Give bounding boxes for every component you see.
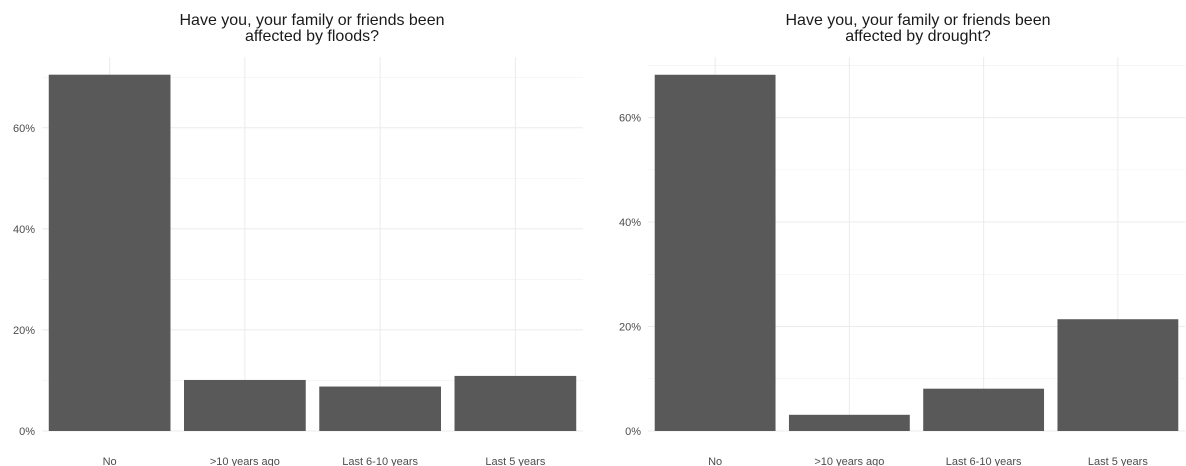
y-tick-label: 60% bbox=[13, 123, 35, 135]
bar-last-5-years bbox=[454, 375, 577, 431]
chart-title-line: affected by drought? bbox=[845, 28, 991, 45]
x-tick-label: No bbox=[708, 456, 722, 466]
drought-chart-panel: Have you, your family or friends beenaff… bbox=[619, 12, 1185, 466]
x-tick-label: No bbox=[103, 456, 117, 466]
x-tick-label: Last 6-10 years bbox=[342, 456, 418, 466]
y-tick-label: 60% bbox=[619, 113, 641, 125]
bar-last-6-10-years bbox=[319, 386, 441, 431]
x-tick-label: Last 5 years bbox=[1088, 456, 1148, 466]
bar-no bbox=[48, 74, 171, 432]
bar-last-5-years bbox=[1057, 319, 1179, 431]
chart-title-line: Have you, your family or friends been bbox=[785, 12, 1050, 29]
x-tick-label: >10 years ago bbox=[210, 456, 280, 466]
y-tick-label: 0% bbox=[19, 426, 35, 438]
bar-10-years-ago bbox=[788, 414, 910, 431]
chart-title-line: Have you, your family or friends been bbox=[179, 12, 444, 29]
y-tick-label: 20% bbox=[13, 325, 35, 337]
bar-no bbox=[654, 74, 776, 432]
y-tick-label: 0% bbox=[625, 426, 641, 438]
bar-10-years-ago bbox=[184, 379, 306, 431]
y-tick-label: 20% bbox=[619, 322, 641, 334]
y-tick-label: 40% bbox=[619, 217, 641, 229]
x-tick-label: Last 5 years bbox=[485, 456, 545, 466]
chart-title-line: affected by floods? bbox=[245, 28, 379, 45]
x-tick-label: >10 years ago bbox=[814, 456, 884, 466]
y-tick-label: 40% bbox=[13, 224, 35, 236]
x-tick-label: Last 6-10 years bbox=[946, 456, 1022, 466]
floods-chart-panel: Have you, your family or friends beenaff… bbox=[13, 12, 583, 466]
bar-last-6-10-years bbox=[923, 388, 1045, 431]
